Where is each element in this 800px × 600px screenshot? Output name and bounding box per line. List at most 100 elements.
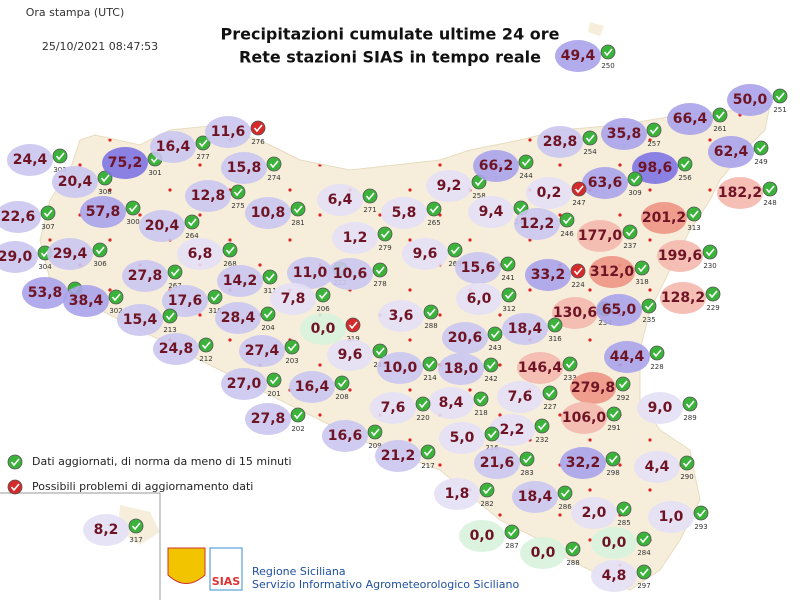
status-icon: [501, 287, 517, 303]
station-id: 219: [346, 335, 359, 343]
icon-check: [573, 267, 583, 276]
icon-check: [756, 144, 766, 153]
rain-value: 0,0: [311, 321, 336, 337]
icon-check: [337, 379, 347, 388]
status-icon: [484, 426, 500, 442]
subtitle: Rete stazioni SIAS in tempo reale: [239, 48, 541, 67]
rain-value: 38,4: [69, 293, 104, 309]
station-id: 313: [687, 224, 700, 232]
icon-disc: [519, 451, 535, 467]
status-icon: [40, 205, 56, 221]
station: 16,4 277: [150, 131, 211, 163]
station-id: 302: [109, 307, 122, 315]
icon-disc: [7, 479, 23, 495]
rain-value: 20,4: [145, 218, 180, 234]
station: 8,4 218: [428, 387, 489, 419]
station: 10,0 214: [377, 352, 438, 384]
rain-bubble: [381, 197, 427, 229]
station: 0,0 284: [591, 527, 652, 559]
icon-check: [537, 422, 547, 431]
status-icon: [345, 317, 361, 333]
icon-check: [365, 192, 375, 201]
station: 20,6 243: [442, 322, 503, 354]
rain-value: 8,2: [94, 522, 119, 538]
icon-disc: [207, 289, 223, 305]
icon-disc: [487, 326, 503, 342]
status-icon: [615, 376, 631, 392]
station: 28,4 204: [215, 302, 276, 334]
rain-bubble: [667, 103, 713, 135]
status-icon: [557, 485, 573, 501]
icon-disc: [534, 418, 550, 434]
status-icon: [565, 541, 581, 557]
icon-disc: [372, 343, 388, 359]
station: 18,4 286: [512, 481, 573, 513]
rain-bubble: [122, 260, 168, 292]
status-icon: [162, 308, 178, 324]
icon-disc: [167, 264, 183, 280]
rain-bubble: [570, 372, 616, 404]
icon-check: [318, 291, 328, 300]
status-icon: [693, 505, 709, 521]
icon-check: [165, 312, 175, 321]
station-id: 235: [642, 316, 655, 324]
station-id: 241: [501, 274, 514, 282]
station-id: 254: [583, 148, 597, 156]
station-id: 242: [484, 375, 497, 383]
station-id: 274: [267, 174, 281, 182]
icon-disc: [622, 224, 638, 240]
station-id: 218: [474, 409, 487, 417]
status-icon: [195, 135, 211, 151]
status-icon: [290, 201, 306, 217]
icon-disc: [557, 485, 573, 501]
status-icon: [487, 326, 503, 342]
status-icon: [7, 454, 23, 470]
station: 15,6 241: [455, 252, 516, 284]
station-id: 209: [368, 442, 381, 450]
rain-bubble: [7, 144, 53, 176]
station-id: 227: [543, 403, 556, 411]
status-icon: [753, 140, 769, 156]
station-id: 288: [566, 559, 579, 567]
station-id: 307: [41, 223, 54, 231]
station-id: 306: [93, 260, 107, 268]
rain-value: 18,4: [508, 321, 543, 337]
icon-disc: [600, 44, 616, 60]
status-icon: [315, 287, 331, 303]
rain-bubble: [641, 202, 687, 234]
rain-bubble: [459, 520, 505, 552]
rain-bubble: [177, 238, 223, 270]
station-id: 279: [378, 244, 391, 252]
title: Precipitazioni cumulate ultime 24 ore: [220, 25, 559, 44]
rain-value: 0,2: [537, 185, 562, 201]
rain-value: 20,4: [58, 174, 93, 190]
station: 0,2 247: [526, 177, 587, 209]
rain-value: 24,4: [13, 152, 48, 168]
icon-check: [545, 389, 555, 398]
rain-bubble: [632, 152, 678, 184]
print-time: 25/10/2021 08:47:53: [42, 40, 158, 53]
icon-check: [43, 209, 53, 218]
rain-value: 6,0: [467, 291, 492, 307]
icon-disc: [367, 424, 383, 440]
icon-check: [293, 411, 303, 420]
icon-disc: [266, 156, 282, 172]
status-icon: [92, 242, 108, 258]
station: 6,0 312: [456, 283, 517, 315]
rain-value: 10,8: [251, 205, 286, 221]
icon-disc: [679, 455, 695, 471]
rain-value: 128,2: [661, 290, 705, 306]
status-icon: [52, 148, 68, 164]
station-id: 251: [773, 106, 786, 114]
icon-check: [649, 126, 659, 135]
icon-check: [253, 124, 263, 133]
rain-value: 0,0: [531, 545, 556, 561]
station-id: 301: [148, 169, 161, 177]
rain-value: 3,6: [389, 308, 414, 324]
status-icon: [266, 156, 282, 172]
rain-value: 9,6: [413, 246, 438, 262]
